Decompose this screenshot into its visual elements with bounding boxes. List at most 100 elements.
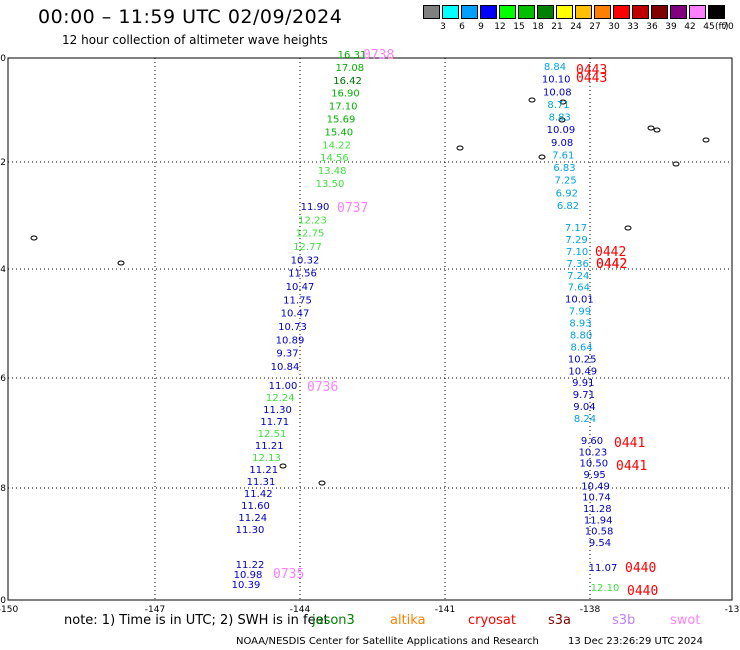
- swh-value: 7.10: [566, 247, 588, 258]
- satellite-cryosat: cryosat: [468, 613, 516, 628]
- lon-label: -141: [435, 605, 455, 615]
- lat-label: -30: [0, 596, 6, 606]
- swh-value: 10.01: [565, 295, 594, 306]
- pass-label: 0441: [614, 436, 645, 451]
- swh-value: 7.29: [565, 235, 587, 246]
- swh-value: 15.69: [327, 115, 356, 126]
- pass-label: 0442: [596, 257, 627, 272]
- pass-label: 0441: [616, 459, 647, 474]
- legend-label: 70: [722, 22, 734, 32]
- swh-value: 8.83: [549, 113, 571, 124]
- legend-swatch: [556, 5, 573, 19]
- swh-value: 11.22: [236, 560, 265, 571]
- swh-value: 9.04: [573, 402, 595, 413]
- swh-value: 6.83: [553, 163, 575, 174]
- swh-value: 7.64: [568, 283, 590, 294]
- island-outline: [30, 235, 38, 241]
- satellite-swot: swot: [670, 613, 701, 628]
- island-outline: [647, 125, 655, 131]
- swh-value: 9.71: [573, 390, 595, 401]
- swh-value: 11.75: [283, 295, 312, 306]
- swh-value: 10.39: [232, 580, 261, 591]
- swh-value: 9.37: [276, 349, 298, 360]
- swh-value: 11.94: [584, 515, 613, 526]
- swh-value: 13.48: [318, 166, 347, 177]
- lon-label: -150: [0, 605, 18, 615]
- legend-label: 39: [665, 22, 677, 32]
- legend-label: 12: [494, 22, 506, 32]
- satellite-s3a: s3a: [548, 613, 572, 628]
- swh-value: 8.93: [569, 319, 591, 330]
- legend-label: 36: [646, 22, 658, 32]
- swh-value: 11.21: [255, 441, 284, 452]
- swh-value: 9.91: [572, 378, 594, 389]
- swh-value: 12.10: [591, 583, 620, 594]
- island-outline: [624, 225, 632, 231]
- footer-credit: NOAA/NESDIS Center for Satellite Applica…: [236, 636, 539, 647]
- swh-value: 11.71: [260, 417, 289, 428]
- map-frame: [7, 57, 733, 601]
- swh-value: 11.24: [238, 513, 267, 524]
- pass-label: 0737: [337, 201, 368, 216]
- legend-label: 30: [608, 22, 620, 32]
- satellite-altika: altika: [390, 613, 426, 628]
- swh-value: 16.42: [333, 76, 362, 87]
- swh-value: 8.71: [547, 100, 569, 111]
- swh-value: 10.50: [579, 459, 608, 470]
- swh-value: 17.08: [335, 63, 364, 74]
- swh-value: 11.28: [583, 504, 612, 515]
- swh-value: 10.25: [568, 354, 597, 365]
- island-outline: [528, 97, 536, 103]
- swh-value: 10.23: [579, 447, 608, 458]
- pass-label: 0443: [576, 71, 607, 86]
- swh-value: 12.13: [252, 453, 281, 464]
- swh-value: 10.74: [582, 493, 611, 504]
- pass-label: 0442: [595, 245, 626, 260]
- swh-value: 11.21: [249, 465, 278, 476]
- island-outline: [558, 117, 566, 123]
- swh-value: 10.47: [286, 282, 315, 293]
- legend-swatch: [518, 5, 535, 19]
- note-text: note: 1) Time is in UTC; 2) SWH is in fe…: [64, 613, 329, 628]
- swh-value: 11.60: [241, 501, 270, 512]
- swh-value: 11.90: [301, 202, 330, 213]
- swh-value: 12.77: [293, 242, 322, 253]
- swh-value: 16.31: [338, 50, 367, 61]
- island-outline: [559, 99, 567, 105]
- pass-label: 0440: [627, 584, 658, 599]
- swh-value: 9.60: [581, 436, 603, 447]
- swh-value: 10.98: [234, 570, 263, 581]
- island-outline: [456, 145, 464, 151]
- swh-value: 8.24: [574, 414, 596, 425]
- swh-value: 7.17: [565, 223, 587, 234]
- legend-label: 45: [703, 22, 715, 32]
- swh-value: 11.31: [247, 477, 276, 488]
- legend-swatch: [537, 5, 554, 19]
- swh-value: 10.84: [271, 362, 300, 373]
- swh-value: 14.56: [320, 153, 349, 164]
- swh-value: 8.80: [570, 330, 592, 341]
- swh-value: 16.90: [331, 89, 360, 100]
- legend-swatch: [480, 5, 497, 19]
- legend-swatch: [423, 5, 440, 19]
- legend-swatch: [651, 5, 668, 19]
- legend-label: 21: [551, 22, 563, 32]
- swh-value: 10.10: [542, 75, 571, 86]
- swh-value: 14.22: [322, 140, 351, 151]
- pass-label: 0442: [596, 257, 627, 272]
- swh-value: 9.95: [584, 470, 606, 481]
- swh-value: 10.47: [281, 309, 310, 320]
- pass-label: 0736: [307, 380, 338, 395]
- swh-value: 7.99: [569, 307, 591, 318]
- island-outline: [653, 127, 661, 133]
- swh-value: 17.10: [329, 102, 358, 113]
- legend-label: 9: [478, 22, 484, 32]
- swh-value: 11.30: [263, 405, 292, 416]
- swh-value: 15.40: [324, 127, 353, 138]
- swh-value: 10.58: [585, 527, 614, 538]
- island-outline: [318, 480, 326, 486]
- legend-label: 15: [513, 22, 525, 32]
- legend-swatch: [442, 5, 459, 19]
- swh-value: 8.64: [570, 342, 592, 353]
